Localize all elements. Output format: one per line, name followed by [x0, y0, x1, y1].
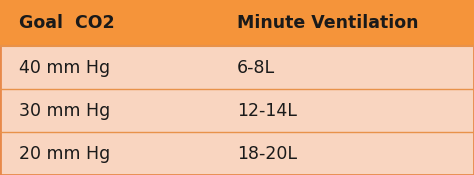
Text: 18-20L: 18-20L: [237, 145, 297, 163]
Bar: [0, 0, 474, 46]
Text: Minute Ventilation: Minute Ventilation: [237, 14, 419, 32]
Text: 40 mm Hg: 40 mm Hg: [19, 59, 110, 77]
Text: 30 mm Hg: 30 mm Hg: [19, 102, 110, 120]
Text: 20 mm Hg: 20 mm Hg: [19, 145, 110, 163]
Text: 6-8L: 6-8L: [237, 59, 275, 77]
Text: 12-14L: 12-14L: [237, 102, 297, 120]
Text: Goal  CO2: Goal CO2: [19, 14, 115, 32]
